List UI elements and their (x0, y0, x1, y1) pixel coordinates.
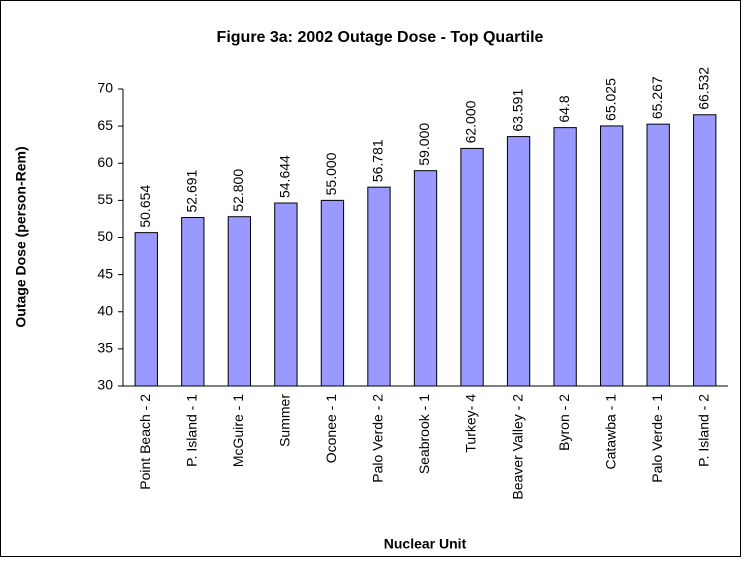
data-label: 59.000 (416, 123, 432, 166)
x-tick-label: Catawba - 1 (602, 394, 618, 470)
y-tick-label: 65 (97, 117, 113, 133)
x-axis-title: Nuclear Unit (384, 536, 467, 552)
x-tick-label: Beaver Valley - 2 (509, 394, 525, 500)
data-label: 56.781 (370, 139, 386, 182)
x-tick-label: Summer (277, 394, 293, 447)
data-label: 65.025 (602, 78, 618, 121)
x-tick-label: McGuire - 1 (230, 394, 246, 467)
bar (553, 127, 577, 387)
x-tick-label: Palo Verde - 2 (370, 394, 386, 483)
data-label: 50.654 (137, 185, 153, 228)
chart-title: Figure 3a: 2002 Outage Dose - Top Quarti… (217, 29, 544, 46)
bar (227, 216, 252, 387)
data-label: 55.000 (323, 152, 339, 195)
data-label: 54.644 (277, 155, 293, 198)
y-tick-label: 30 (97, 377, 113, 393)
x-tick-label: Palo Verde - 1 (649, 394, 665, 483)
x-tick-label: Byron - 2 (556, 394, 572, 451)
y-tick-label: 35 (97, 340, 113, 356)
data-label: 52.800 (230, 169, 246, 212)
bar (320, 199, 345, 387)
bar (599, 125, 624, 387)
bar (413, 170, 438, 387)
x-tick-label: Oconee - 1 (323, 394, 339, 463)
data-label: 66.532 (695, 67, 711, 110)
x-tick-label: P. Island - 1 (184, 394, 200, 467)
data-label: 52.691 (184, 169, 200, 212)
data-label: 63.591 (509, 89, 525, 132)
x-tick-label: P. Island - 2 (695, 394, 711, 467)
x-tick-label: Point Beach - 2 (137, 394, 153, 490)
y-axis-title: Outage Dose (person-Rem) (13, 146, 29, 327)
y-tick-label: 50 (97, 228, 113, 244)
bar (134, 232, 158, 387)
y-tick-label: 45 (97, 265, 113, 281)
y-tick-label: 70 (97, 80, 113, 96)
x-tick-label: Turkey- 4 (463, 394, 479, 453)
bar (181, 217, 205, 387)
bar (693, 114, 717, 387)
bar (646, 123, 670, 387)
bar (506, 136, 531, 387)
bar (460, 147, 484, 387)
y-tick-label: 55 (97, 191, 113, 207)
data-label: 62.000 (463, 100, 479, 143)
bar (274, 202, 298, 387)
x-tick-label: Seabrook - 1 (416, 394, 432, 474)
data-label: 65.267 (649, 76, 665, 119)
y-tick-label: 60 (97, 154, 113, 170)
bar (367, 186, 391, 387)
data-label: 64.8 (556, 95, 572, 122)
y-tick-label: 40 (97, 302, 113, 318)
